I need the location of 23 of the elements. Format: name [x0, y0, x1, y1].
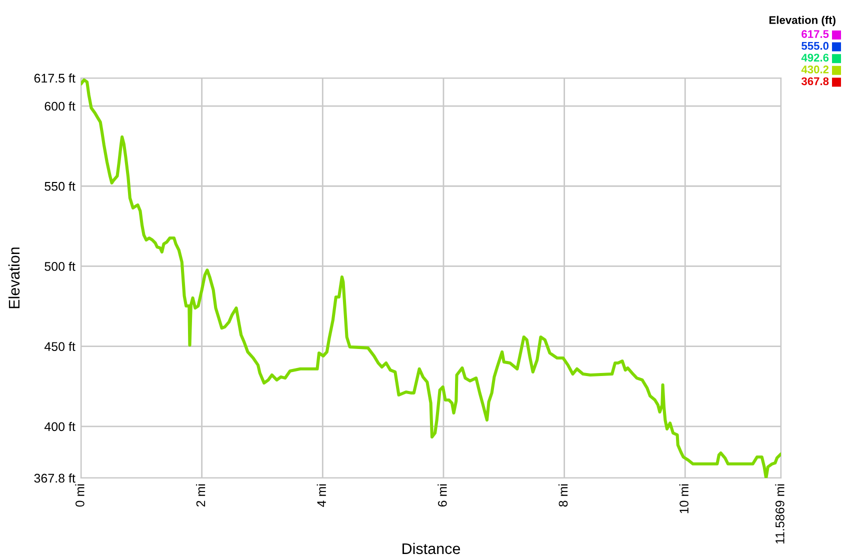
y-tick-label: 450 ft: [44, 342, 76, 351]
color-bar-label: 555.0: [802, 42, 829, 50]
x-tick-label: 11.5869 mi: [775, 484, 784, 544]
y-tick-label: 400 ft: [44, 422, 76, 432]
x-tick-label: 6 mi: [438, 484, 447, 507]
color-bar-label: 430.2: [801, 66, 829, 74]
color-bar-label: 367.8: [801, 77, 829, 86]
y-tick-label: 550 ft: [44, 182, 76, 191]
color-bar-title: Elevation (ft): [769, 16, 836, 26]
x-tick-label: 8 mi: [558, 484, 568, 507]
y-tick-label: 500 ft: [44, 262, 76, 271]
color-bar-label: 492.6: [801, 54, 829, 62]
x-tick-label: 0 mi: [75, 484, 84, 507]
color-bar-label: 617.5: [802, 30, 829, 38]
y-tick-label: 600 ft: [44, 102, 76, 111]
x-tick-label: 4 mi: [316, 484, 326, 507]
x-tick-label: 10 mi: [679, 484, 688, 514]
y-axis-title: Elevation: [8, 248, 20, 308]
y-tick-label: 367.8 ft: [34, 473, 76, 483]
y-tick-label: 617.5 ft: [34, 73, 76, 83]
x-axis-title: Distance: [402, 542, 460, 554]
line-series: [81, 78, 781, 478]
x-tick-label: 2 mi: [196, 484, 206, 507]
